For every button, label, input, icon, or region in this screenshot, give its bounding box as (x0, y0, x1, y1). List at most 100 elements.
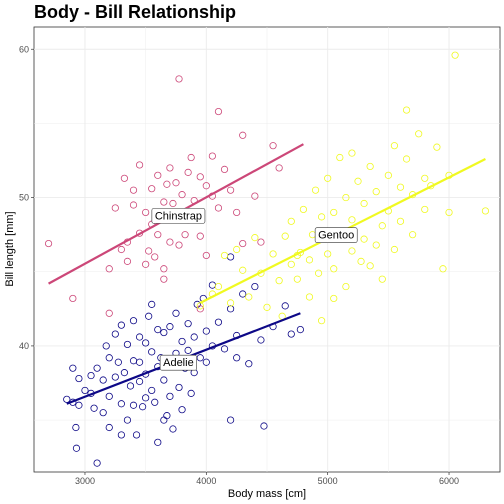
data-point-chinstrap (226, 186, 235, 194)
data-point-chinstrap (169, 199, 177, 208)
data-point-adelie (99, 376, 107, 384)
data-point-chinstrap (135, 161, 144, 169)
data-point-chinstrap (160, 275, 168, 283)
data-point-gentoo (263, 303, 271, 311)
data-point-adelie (214, 318, 223, 326)
data-point-adelie (132, 431, 141, 439)
data-point-gentoo (481, 207, 490, 215)
data-point-gentoo (433, 143, 441, 151)
data-point-chinstrap (111, 204, 119, 212)
data-point-adelie (129, 401, 138, 409)
data-point-gentoo (314, 269, 323, 277)
data-point-adelie (117, 400, 125, 408)
data-point-chinstrap (257, 238, 265, 246)
data-point-gentoo (390, 142, 399, 150)
data-point-gentoo (372, 241, 380, 249)
y-tick-label: 60 (19, 44, 29, 54)
data-point-chinstrap (160, 265, 168, 273)
data-point-adelie (72, 444, 81, 452)
data-point-chinstrap (181, 231, 189, 239)
data-point-adelie (196, 354, 204, 362)
data-point-chinstrap (214, 107, 223, 116)
axis-ticks: 3000 4000 5000 6000 40 50 60 (19, 44, 459, 486)
data-point-chinstrap (151, 253, 159, 261)
annotation-box (159, 354, 198, 371)
data-point-chinstrap (129, 186, 138, 194)
data-point-adelie (126, 382, 135, 390)
data-point-gentoo (281, 232, 289, 240)
data-point-chinstrap (172, 179, 180, 187)
data-point-adelie (190, 333, 198, 341)
x-tick-label: 5000 (318, 476, 338, 486)
data-point-adelie (296, 325, 304, 334)
data-point-adelie (148, 348, 156, 356)
data-point-chinstrap (142, 260, 150, 268)
data-point-chinstrap (154, 171, 162, 179)
data-point-gentoo (372, 188, 380, 196)
data-point-adelie (160, 328, 168, 337)
data-point-adelie (117, 431, 125, 439)
chart-title: Body - Bill Relationship (34, 2, 236, 22)
annotation-gentoo: Gentoo (314, 227, 358, 243)
data-point-chinstrap (166, 164, 174, 172)
data-point-gentoo (396, 217, 405, 225)
data-point-adelie (160, 376, 168, 384)
data-point-gentoo (330, 294, 338, 303)
data-point-chinstrap (175, 75, 183, 83)
data-point-adelie (202, 327, 210, 335)
data-point-adelie (251, 282, 259, 291)
data-point-adelie (151, 398, 159, 406)
data-point-chinstrap (44, 239, 53, 248)
data-point-gentoo (396, 183, 405, 191)
data-point-adelie (166, 392, 174, 400)
annotation-adelie: Adelie (159, 354, 198, 371)
data-point-adelie (142, 394, 150, 402)
data-point-chinstrap (202, 251, 210, 260)
data-point-adelie (75, 401, 83, 409)
annotation-label: Adelie (163, 357, 194, 369)
data-point-chinstrap (105, 309, 113, 317)
data-point-gentoo (402, 106, 411, 114)
data-point-chinstrap (196, 305, 204, 313)
y-tick-label: 50 (19, 193, 29, 203)
data-point-gentoo (245, 293, 253, 301)
data-point-gentoo (311, 186, 320, 194)
data-point-adelie (148, 300, 156, 308)
data-point-adelie (111, 330, 119, 338)
data-point-gentoo (305, 293, 314, 301)
data-point-gentoo (451, 51, 459, 59)
data-point-gentoo (357, 257, 365, 265)
data-point-gentoo (366, 162, 374, 171)
data-point-chinstrap (105, 265, 113, 273)
data-point-chinstrap (196, 232, 204, 240)
data-point-gentoo (348, 216, 356, 224)
data-point-adelie (139, 403, 147, 411)
data-point-chinstrap (160, 198, 168, 206)
data-point-chinstrap (239, 131, 247, 139)
data-point-adelie (90, 404, 98, 412)
data-point-gentoo (305, 256, 314, 264)
data-point-gentoo (384, 171, 392, 179)
data-point-chinstrap (117, 245, 125, 254)
data-point-adelie (102, 342, 110, 350)
data-point-gentoo (421, 205, 429, 214)
data-point-gentoo (342, 193, 350, 202)
data-point-adelie (111, 373, 119, 381)
data-point-chinstrap (251, 192, 259, 200)
data-point-gentoo (275, 277, 283, 285)
data-point-adelie (142, 339, 150, 347)
data-point-adelie (178, 337, 186, 346)
data-point-chinstrap (178, 191, 186, 199)
data-point-gentoo (251, 234, 259, 242)
data-point-adelie (75, 374, 83, 383)
data-point-gentoo (226, 299, 235, 307)
data-point-gentoo (318, 317, 326, 325)
data-point-gentoo (233, 245, 241, 254)
data-point-chinstrap (208, 152, 216, 160)
data-point-chinstrap (196, 173, 204, 181)
data-point-adelie (87, 371, 95, 380)
annotation-box (314, 227, 358, 243)
data-point-gentoo (269, 250, 277, 258)
data-point-gentoo (324, 174, 332, 182)
data-point-gentoo (348, 247, 356, 255)
